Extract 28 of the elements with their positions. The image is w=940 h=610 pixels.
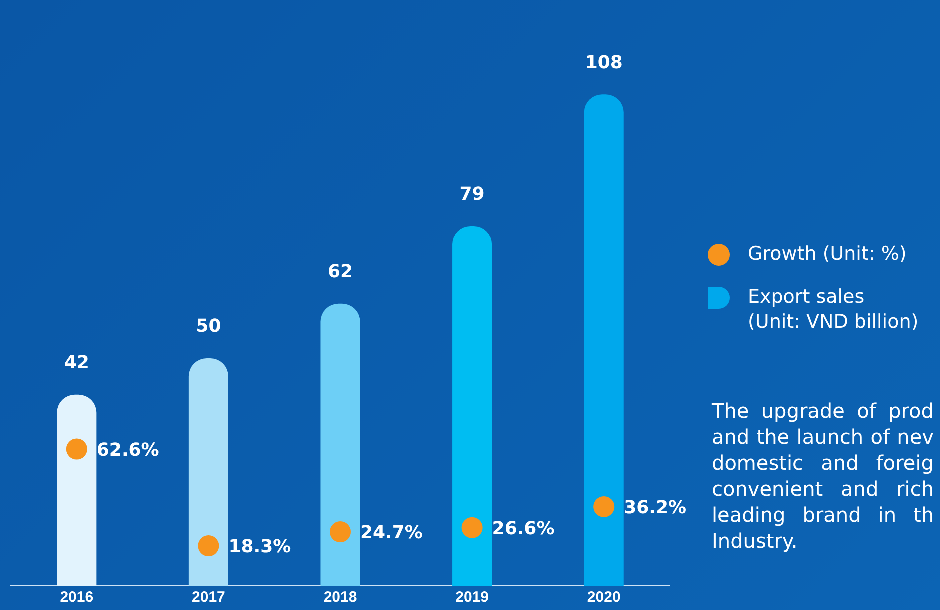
data-label: 108: [585, 52, 623, 74]
x-tick-label: 2016: [60, 589, 94, 606]
x-tick-label: 2018: [324, 589, 358, 606]
legend-label: Export sales (Unit: VND billion): [748, 285, 919, 335]
x-tick-label: 2017: [192, 589, 226, 606]
data-label: 62: [328, 262, 354, 283]
bar: [320, 304, 360, 586]
point: [198, 536, 220, 557]
text: The upgrade of prod and the launch of nev domestic and foreig convenient and rich leading brand in th Industry.: [712, 398, 934, 554]
legend-label: Growth (Unit: %): [748, 242, 907, 267]
data-label: 62.6%: [96, 440, 160, 461]
point: [462, 517, 483, 538]
point: [66, 438, 88, 460]
data-label: 79: [460, 184, 485, 206]
data-label: 26.6%: [492, 518, 555, 540]
data-label: 42: [64, 352, 90, 374]
bar: [452, 226, 492, 586]
data-label: 50: [196, 316, 222, 338]
point: [594, 496, 615, 518]
x-tick-label: 2020: [587, 589, 621, 606]
data-label: 36.2%: [624, 498, 687, 519]
data-label: 24.7%: [360, 522, 423, 544]
bar: [584, 94, 624, 586]
x-tick-label: 2019: [456, 589, 489, 606]
data-label: 18.3%: [228, 536, 292, 558]
bar: [57, 394, 97, 586]
point: [330, 522, 351, 543]
bar: [188, 358, 228, 586]
